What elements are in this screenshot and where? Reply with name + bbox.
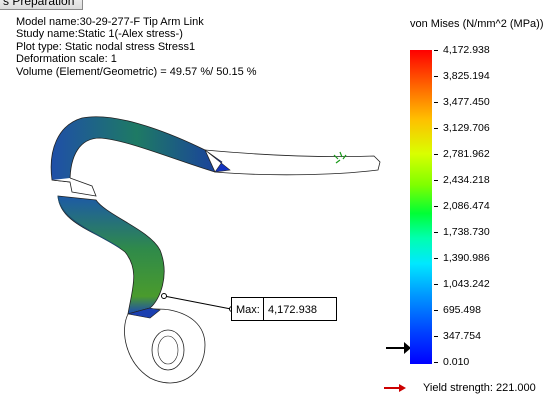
colorbar-tick (434, 232, 438, 233)
max-probe-box[interactable]: Max: 4,172.938 (231, 297, 337, 321)
link-thin-arm (204, 149, 381, 176)
colorbar-tick-label: 1,738.730 (443, 226, 490, 238)
colorbar-tick-label: 1,043.242 (443, 278, 490, 290)
legend-title: von Mises (N/mm^2 (MPa)) (410, 18, 544, 30)
colorbar-tick (434, 310, 438, 311)
colorbar-tick-label: 3,129.706 (443, 122, 490, 134)
fixture-marker-icon (333, 151, 347, 164)
max-probe-leader (163, 295, 232, 310)
colorbar-tick-label: 4,172.938 (443, 44, 490, 56)
colorbar-tick-label: 2,434.218 (443, 174, 490, 186)
link-s-arm (57, 195, 165, 315)
plot-info: Model name:30-29-277-F Tip Arm Link Stud… (16, 16, 257, 78)
colorbar-tick (434, 76, 438, 77)
max-probe-label: Max: (236, 304, 260, 316)
plot-type: Plot type: Static nodal stress Stress1 (16, 40, 196, 53)
volume-ratio: Volume (Element/Geometric) = 49.57 %/ 50… (16, 65, 257, 78)
colorbar-tick (434, 180, 438, 181)
colorbar-tick-label: 347.754 (443, 330, 481, 342)
colorbar-tick-label: 0.010 (443, 356, 470, 368)
colorbar-tick (434, 50, 438, 51)
link-white-segment (51, 177, 97, 197)
max-probe-value: 4,172.938 (268, 304, 317, 316)
link-hole (151, 329, 185, 371)
colorbar-tick (434, 362, 438, 363)
max-probe-point (161, 293, 167, 299)
stress-colorbar[interactable] (410, 50, 432, 364)
yield-legend-arrow-icon (384, 384, 406, 392)
colorbar-tick-label: 695.498 (443, 304, 481, 316)
colorbar-tick-label: 1,390.986 (443, 252, 490, 264)
colorbar-tick (434, 102, 438, 103)
link-top-curl (50, 116, 223, 183)
colorbar-tick (434, 284, 438, 285)
colorbar-tick (434, 206, 438, 207)
colorbar-tick-label: 2,781.962 (443, 148, 490, 160)
colorbar-tick-label: 3,825.194 (443, 70, 490, 82)
model-name: Model name:30-29-277-F Tip Arm Link (16, 16, 204, 28)
tab-simulation-preparation[interactable]: s Preparation (0, 0, 84, 10)
yield-strength-label: Yield strength: 221.000 (423, 382, 536, 394)
colorbar-tick (434, 336, 438, 337)
yield-pointer-arrow-icon (386, 342, 411, 354)
study-name: Study name:Static 1(-Alex stress-) (16, 28, 183, 41)
colorbar-tick-label: 2,086.474 (443, 200, 490, 212)
colorbar-tick (434, 154, 438, 155)
colorbar-tick-label: 3,477.450 (443, 96, 490, 108)
deformation-scale: Deformation scale: 1 (16, 53, 117, 66)
colorbar-tick (434, 128, 438, 129)
colorbar-tick (434, 258, 438, 259)
